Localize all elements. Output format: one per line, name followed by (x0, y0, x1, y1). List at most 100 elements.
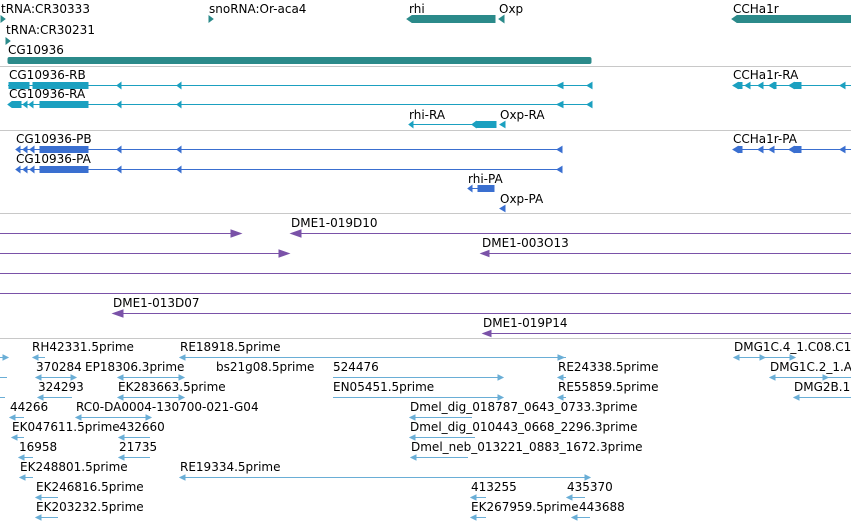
clone-end[interactable] (479, 249, 490, 258)
clone-end[interactable] (278, 249, 291, 258)
est-end[interactable] (18, 474, 26, 481)
est-end[interactable] (17, 454, 25, 461)
transcript-ccha1r-ra-exon[interactable] (793, 82, 802, 89)
est-end[interactable] (34, 494, 42, 501)
clone-end[interactable] (481, 329, 492, 338)
est-end[interactable] (409, 454, 417, 461)
transcript-cg10936-ra-exon[interactable] (39, 101, 89, 108)
transcript-ccha1r-ra-exon[interactable] (757, 81, 764, 90)
protein-cg10936-pb-exon[interactable] (29, 145, 35, 154)
est-end[interactable] (584, 474, 592, 481)
protein-cg10936-pa-exon[interactable] (29, 165, 35, 174)
protein-ccha1r-pa-exon[interactable] (768, 145, 775, 154)
est-end[interactable] (31, 354, 39, 361)
est-end[interactable] (497, 394, 505, 401)
est-end[interactable] (570, 514, 578, 521)
est-end[interactable] (117, 454, 125, 461)
est-end[interactable] (469, 514, 477, 521)
transcript-ccha1r-ra-exon[interactable] (788, 81, 795, 90)
transcript-ccha1r-ra-exon[interactable] (839, 81, 846, 90)
est-end[interactable] (70, 374, 78, 381)
gene-oxp[interactable] (498, 14, 505, 24)
gene-trna-cr30231[interactable] (5, 37, 11, 45)
transcript-ccha1r-ra-exon[interactable] (732, 81, 739, 90)
est-end[interactable] (565, 494, 573, 501)
protein-cg10936-pb-exon[interactable] (39, 146, 89, 153)
protein-ccha1r-pa-exon[interactable] (732, 145, 739, 154)
transcript-cg10936-ra-exon[interactable] (116, 100, 122, 109)
est-end[interactable] (792, 394, 800, 401)
est-end[interactable] (469, 494, 477, 501)
protein-cg10936-pb-exon[interactable] (15, 145, 21, 154)
transcript-cg10936-rb-exon[interactable] (8, 82, 30, 89)
protein-ccha1r-pa-exon[interactable] (757, 145, 764, 154)
protein-ccha1r-pa-exon[interactable] (839, 145, 846, 154)
protein-cg10936-pa-exon[interactable] (22, 165, 28, 174)
transcript-rhi-ra-exon[interactable] (476, 121, 497, 128)
est-end[interactable] (34, 514, 42, 521)
transcript-rhi-ra-exon[interactable] (471, 120, 477, 129)
est-end[interactable] (36, 394, 44, 401)
clone-end[interactable] (230, 229, 243, 238)
est-end[interactable] (178, 354, 186, 361)
protein-cg10936-pb-exon[interactable] (116, 145, 122, 154)
est-end[interactable] (145, 414, 153, 421)
est-end[interactable] (408, 434, 416, 441)
est-end[interactable] (74, 414, 82, 421)
est-end[interactable] (768, 374, 776, 381)
protein-cg10936-pa-exon[interactable] (15, 165, 21, 174)
est-end[interactable] (497, 374, 505, 381)
protein-ccha1r-pa-exon[interactable] (788, 145, 795, 154)
transcript-cg10936-rb-exon[interactable] (116, 81, 122, 90)
est-end[interactable] (2, 354, 10, 361)
est-end[interactable] (178, 374, 186, 381)
protein-cg10936-pb-exon[interactable] (176, 145, 182, 154)
gene-cg10936[interactable] (7, 57, 592, 64)
est-end[interactable] (116, 374, 124, 381)
protein-ccha1r-pa-exon[interactable] (737, 146, 743, 153)
transcript-cg10936-ra-exon[interactable] (22, 100, 28, 109)
transcript-ccha1r-ra-exon[interactable] (737, 82, 743, 89)
est-end[interactable] (8, 414, 16, 421)
transcript-cg10936-rb-exon[interactable] (555, 81, 564, 90)
gene-trna-cr30333[interactable] (0, 15, 6, 23)
protein-cg10936-pa-exon[interactable] (116, 165, 122, 174)
est-end[interactable] (789, 354, 797, 361)
transcript-cg10936-rb-exon[interactable] (586, 81, 593, 90)
est-end[interactable] (178, 474, 186, 481)
protein-cg10936-pa-exon[interactable] (176, 165, 182, 174)
transcript-rhi-ra-exon[interactable] (408, 120, 414, 129)
protein-rhi-pa-exon[interactable] (467, 184, 473, 193)
clone-end[interactable] (289, 229, 302, 238)
est-end[interactable] (178, 394, 186, 401)
transcript-oxp-ra-exon[interactable] (499, 120, 506, 129)
transcript-ccha1r-ra-exon[interactable] (744, 81, 751, 90)
protein-rhi-pa-exon[interactable] (477, 185, 495, 192)
transcript-cg10936-ra-exon[interactable] (555, 100, 564, 109)
est-end[interactable] (408, 414, 416, 421)
protein-cg10936-pa-exon[interactable] (39, 166, 89, 173)
transcript-ccha1r-ra-exon[interactable] (773, 82, 777, 89)
transcript-cg10936-rb-exon[interactable] (32, 82, 89, 89)
gene-rhi[interactable] (406, 15, 496, 23)
transcript-cg10936-ra-exon[interactable] (586, 100, 593, 109)
transcript-cg10936-ra-exon[interactable] (176, 100, 182, 109)
gene-ccha1r[interactable] (731, 15, 851, 23)
protein-cg10936-pb-exon[interactable] (556, 145, 563, 154)
protein-ccha1r-pa-exon[interactable] (793, 146, 802, 153)
gene-snorna-or-aca4[interactable] (208, 15, 214, 23)
est-end[interactable] (116, 394, 124, 401)
est-end[interactable] (556, 394, 564, 401)
transcript-cg10936-ra-exon[interactable] (7, 101, 22, 108)
est-end[interactable] (732, 354, 740, 361)
transcript-ccha1r-ra-exon[interactable] (768, 81, 775, 90)
clone-end[interactable] (111, 309, 124, 318)
est-end[interactable] (556, 374, 564, 381)
protein-cg10936-pb-exon[interactable] (22, 145, 28, 154)
transcript-cg10936-rb-exon[interactable] (176, 81, 182, 90)
est-end[interactable] (759, 354, 767, 361)
est-end[interactable] (822, 374, 830, 381)
est-end[interactable] (117, 434, 125, 441)
protein-cg10936-pa-exon[interactable] (556, 165, 563, 174)
est-end[interactable] (34, 374, 42, 381)
